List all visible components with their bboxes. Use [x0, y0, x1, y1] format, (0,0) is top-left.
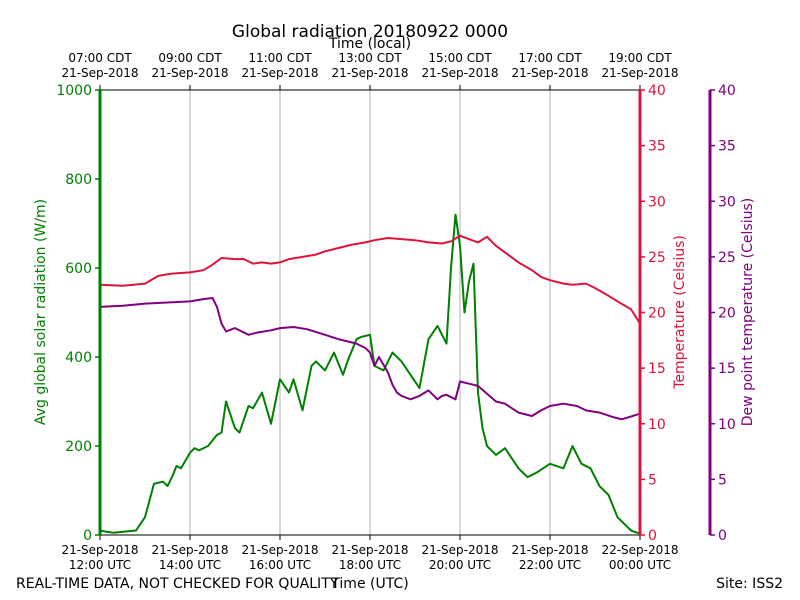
top-tick-time: 07:00 CDT — [68, 51, 132, 65]
temperature-tick-label: 0 — [648, 528, 657, 544]
top-tick-date: 21-Sep-2018 — [511, 66, 588, 80]
temperature-tick-label: 10 — [648, 417, 666, 433]
radiation-tick-label: 200 — [65, 439, 92, 455]
series-line-dewpoint — [99, 297, 641, 421]
dewpoint-tick-label: 20 — [718, 306, 736, 322]
temperature-tick-label: 30 — [648, 194, 666, 210]
top-tick-time: 15:00 CDT — [428, 51, 492, 65]
dewpoint-tick-label: 35 — [718, 139, 736, 155]
bottom-tick-time: 18:00 UTC — [339, 558, 401, 572]
temperature-tick-label: 35 — [648, 139, 666, 155]
temperature-tick-label: 40 — [648, 83, 666, 99]
top-tick-date: 21-Sep-2018 — [331, 66, 408, 80]
top-tick-time: 11:00 CDT — [248, 51, 312, 65]
bottom-tick-date: 22-Sep-2018 — [601, 543, 678, 557]
bottom-tick-time: 20:00 UTC — [429, 558, 491, 572]
grid-lines — [189, 90, 551, 535]
radiation-axis-label: Avg global solar radiation (W/m) — [33, 199, 49, 425]
dewpoint-tick-label: 0 — [718, 528, 727, 544]
top-tick-time: 17:00 CDT — [518, 51, 582, 65]
top-axis-label: Time (local) — [328, 36, 411, 52]
data-series — [99, 213, 641, 535]
temperature-axis-label: Temperature (Celsius) — [672, 235, 688, 390]
dewpoint-axis: 0 5 10 15 20 25 30 35 40 — [708, 83, 736, 544]
bottom-tick-time: 00:00 UTC — [609, 558, 671, 572]
top-tick-date: 21-Sep-2018 — [601, 66, 678, 80]
bottom-tick-time: 16:00 UTC — [249, 558, 311, 572]
top-tick-date: 21-Sep-2018 — [61, 66, 138, 80]
bottom-tick-date: 21-Sep-2018 — [511, 543, 588, 557]
temperature-axis: 0 5 10 15 20 25 30 35 40 — [638, 83, 666, 544]
top-tick-time: 13:00 CDT — [338, 51, 402, 65]
site-label: Site: ISS2 — [716, 576, 783, 592]
radiation-tick-label: 600 — [65, 261, 92, 277]
top-tick-date: 21-Sep-2018 — [241, 66, 318, 80]
series-line-temperature — [99, 234, 641, 325]
radiation-tick-label: 400 — [65, 350, 92, 366]
dewpoint-tick-label: 30 — [718, 194, 736, 210]
bottom-tick-date: 21-Sep-2018 — [241, 543, 318, 557]
bottom-tick-time: 14:00 UTC — [159, 558, 221, 572]
series-line-radiation — [99, 213, 641, 535]
chart-title: Global radiation 20180922 0000 — [232, 22, 508, 42]
quality-disclaimer: REAL-TIME DATA, NOT CHECKED FOR QUALITY — [16, 576, 339, 592]
bottom-tick-time: 12:00 UTC — [69, 558, 131, 572]
radiation-tick-label: 1000 — [56, 83, 92, 99]
top-tick-date: 21-Sep-2018 — [421, 66, 498, 80]
dewpoint-axis-label: Dew point temperature (Celsius) — [740, 198, 756, 426]
radiation-tick-label: 800 — [65, 172, 92, 188]
temperature-tick-label: 25 — [648, 250, 666, 266]
bottom-tick-date: 21-Sep-2018 — [331, 543, 408, 557]
temperature-tick-label: 15 — [648, 361, 666, 377]
dewpoint-tick-label: 40 — [718, 83, 736, 99]
dewpoint-tick-label: 10 — [718, 417, 736, 433]
top-tick-date: 21-Sep-2018 — [151, 66, 228, 80]
bottom-tick-time: 22:00 UTC — [519, 558, 581, 572]
top-tick-time: 19:00 CDT — [608, 51, 672, 65]
bottom-tick-date: 21-Sep-2018 — [421, 543, 498, 557]
dewpoint-tick-label: 15 — [718, 361, 736, 377]
temperature-tick-label: 20 — [648, 306, 666, 322]
temperature-tick-label: 5 — [648, 472, 657, 488]
top-tick-time: 09:00 CDT — [158, 51, 222, 65]
bottom-tick-date: 21-Sep-2018 — [61, 543, 138, 557]
bottom-tick-date: 21-Sep-2018 — [151, 543, 228, 557]
dewpoint-tick-label: 5 — [718, 472, 727, 488]
radiation-axis: 0 200 400 600 800 1000 — [56, 83, 102, 544]
dewpoint-tick-label: 25 — [718, 250, 736, 266]
x-axis-label: Time (UTC) — [330, 576, 408, 592]
radiation-tick-label: 0 — [83, 528, 92, 544]
